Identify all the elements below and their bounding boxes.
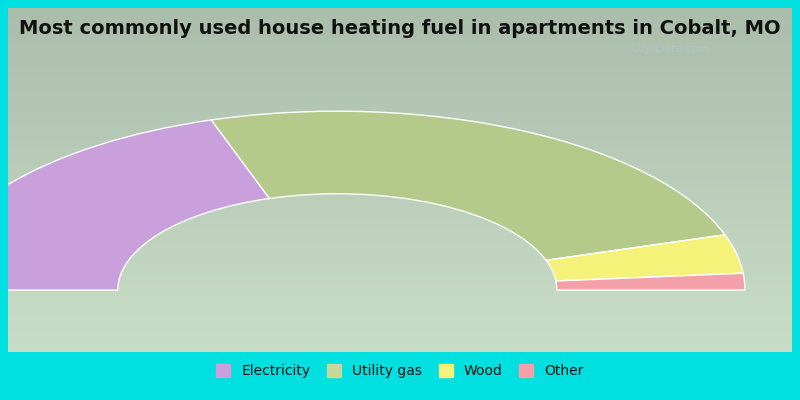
Bar (8, 49, 792, 56)
Bar (8, 15, 792, 22)
Bar (8, 166, 792, 173)
Bar (8, 29, 792, 36)
Bar (8, 256, 792, 262)
Bar (8, 242, 792, 249)
Bar (8, 194, 792, 201)
Bar (8, 84, 792, 90)
Bar (8, 125, 792, 132)
Bar (8, 290, 792, 297)
Bar (8, 318, 792, 324)
Text: City-Data.com: City-Data.com (630, 44, 710, 54)
Bar (8, 235, 792, 242)
Wedge shape (556, 273, 745, 290)
Bar (8, 63, 792, 70)
Bar (8, 249, 792, 256)
Wedge shape (546, 235, 743, 281)
Bar (8, 228, 792, 235)
Text: Most commonly used house heating fuel in apartments in Cobalt, MO: Most commonly used house heating fuel in… (19, 19, 781, 38)
Bar (8, 283, 792, 290)
Bar (8, 276, 792, 283)
Bar (8, 304, 792, 311)
Bar (8, 324, 792, 331)
Bar (8, 214, 792, 221)
Bar (8, 180, 792, 187)
Wedge shape (0, 120, 270, 290)
Bar (8, 8, 792, 15)
Bar (8, 331, 792, 338)
Bar (8, 270, 792, 276)
Wedge shape (211, 111, 725, 260)
Bar (8, 311, 792, 318)
Bar (8, 345, 792, 352)
Bar (8, 77, 792, 84)
Bar (8, 139, 792, 146)
Bar (8, 22, 792, 29)
Bar (8, 132, 792, 139)
Legend: Electricity, Utility gas, Wood, Other: Electricity, Utility gas, Wood, Other (210, 359, 590, 384)
Bar (8, 104, 792, 111)
Bar (8, 146, 792, 152)
Bar (8, 262, 792, 270)
Bar (8, 70, 792, 77)
Bar (8, 111, 792, 118)
Bar (8, 42, 792, 49)
Bar (8, 173, 792, 180)
Bar (8, 56, 792, 63)
Bar (8, 201, 792, 208)
Bar (8, 159, 792, 166)
Bar (8, 221, 792, 228)
Bar (8, 187, 792, 194)
Bar (8, 297, 792, 304)
Bar (8, 338, 792, 345)
Bar (8, 118, 792, 125)
Bar (8, 208, 792, 214)
Bar (8, 98, 792, 104)
Bar (8, 90, 792, 98)
Bar (8, 36, 792, 42)
Bar (8, 152, 792, 159)
